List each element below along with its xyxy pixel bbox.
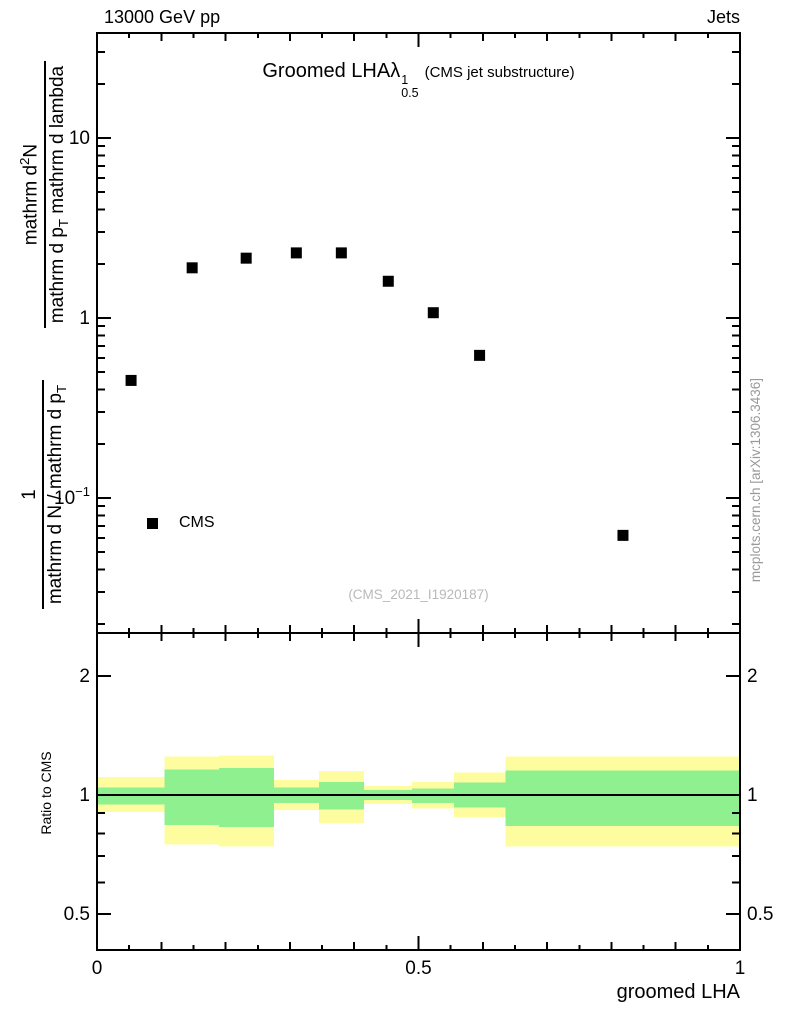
green-band-segment	[219, 768, 274, 827]
data-point-marker	[617, 529, 629, 541]
process-label: Jets	[706, 7, 740, 27]
svg-text:1: 1	[747, 785, 758, 806]
svg-text:0.5: 0.5	[64, 904, 90, 925]
data-point-marker	[474, 349, 486, 361]
data-point-marker	[335, 247, 347, 259]
beam-energy-label: 13000 GeV pp	[104, 7, 221, 27]
x-axis-title: groomed LHA	[616, 981, 740, 1003]
data-points	[125, 247, 629, 541]
legend-label: CMS	[179, 514, 215, 531]
axis-ticks	[96, 33, 741, 950]
data-point-marker	[427, 307, 439, 319]
title-subscript: 0.5	[401, 86, 419, 101]
data-point-marker	[125, 374, 137, 386]
title-lambda-symbol: λ	[390, 60, 401, 82]
title-parenthetical: (CMS jet substructure)	[424, 64, 575, 81]
data-point-marker	[382, 275, 394, 287]
mcplots-attribution: mcplots.cern.ch [arXiv:1306.3436]	[748, 377, 763, 583]
title-superscript: 1	[401, 73, 409, 87]
y-axis-title: 1 mathrm d N / mathrm d pT mathrm d2N ma…	[8, 35, 80, 635]
data-point-marker	[186, 262, 198, 274]
svg-text:1: 1	[79, 308, 90, 329]
plot-title: Groomed LHAλ 1 0.5 (CMS jet substructure)	[97, 60, 740, 100]
svg-text:1: 1	[79, 785, 90, 806]
data-point-marker	[290, 247, 302, 259]
data-point-marker	[240, 252, 252, 264]
legend-marker	[147, 517, 158, 529]
svg-text:2: 2	[747, 666, 758, 687]
y-axis-normalization-fraction: 1 mathrm d N / mathrm d pT	[19, 379, 69, 610]
title-exponent-stack: 1 0.5	[401, 73, 419, 101]
svg-text:0: 0	[92, 958, 103, 979]
ratio-axis-title: Ratio to CMS	[38, 751, 54, 835]
svg-text:10: 10	[69, 128, 90, 149]
svg-text:0.5: 0.5	[405, 958, 431, 979]
fraction-denominator: mathrm d N / mathrm d pT	[41, 379, 69, 610]
green-band-segment	[505, 770, 740, 826]
legend: CMS	[147, 514, 215, 532]
green-band-segment	[164, 769, 220, 825]
svg-text:1: 1	[735, 958, 746, 979]
ratio-uncertainty-bands	[97, 755, 740, 847]
main-panel-frame	[96, 32, 741, 634]
fraction-numerator: mathrm d2N	[17, 143, 42, 246]
green-band-segment	[97, 787, 165, 805]
fraction-numerator: 1	[19, 489, 41, 500]
y-axis-observable-fraction: mathrm d2N mathrm d pT mathrm d lambda	[17, 60, 71, 329]
fraction-denominator: mathrm d pT mathrm d lambda	[43, 60, 71, 329]
svg-text:0.5: 0.5	[747, 904, 773, 925]
analysis-id-watermark: (CMS_2021_I1920187)	[348, 587, 489, 602]
title-main: Groomed LHA	[262, 60, 391, 82]
svg-text:2: 2	[79, 666, 90, 687]
